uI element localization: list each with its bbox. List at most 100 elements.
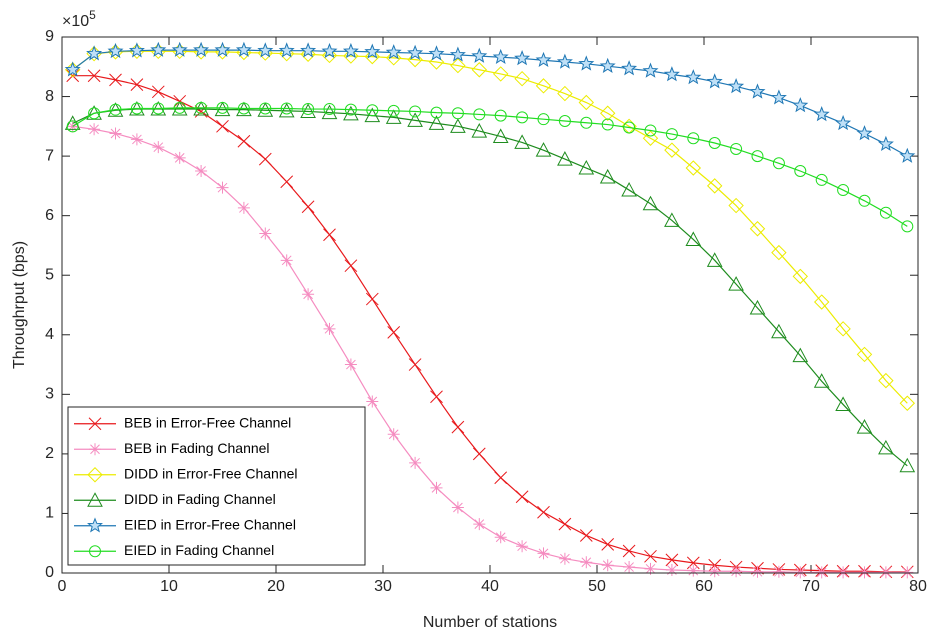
marker — [430, 106, 443, 119]
marker — [87, 492, 103, 507]
marker — [514, 134, 530, 149]
marker — [195, 101, 208, 114]
marker — [407, 44, 424, 60]
series — [66, 101, 914, 233]
marker — [88, 417, 102, 431]
legend-label: EIED in Error-Free Channel — [124, 516, 296, 532]
legend-label: BEB in Fading Channel — [124, 440, 270, 456]
marker — [278, 45, 295, 62]
marker — [366, 395, 379, 408]
y-tick-label: 0 — [45, 564, 54, 581]
marker — [216, 101, 229, 114]
marker — [580, 556, 593, 569]
marker — [451, 420, 465, 434]
marker — [323, 103, 336, 116]
marker — [578, 94, 595, 111]
marker — [558, 517, 572, 531]
marker — [173, 101, 186, 114]
y-tick-label: 1 — [45, 505, 54, 522]
marker — [837, 184, 850, 197]
marker — [751, 565, 764, 578]
marker — [366, 104, 379, 117]
marker — [665, 564, 678, 577]
marker — [151, 85, 165, 99]
marker — [601, 538, 615, 551]
marker — [130, 78, 144, 91]
marker — [772, 565, 785, 578]
marker — [473, 108, 486, 121]
marker — [257, 42, 274, 58]
marker — [599, 105, 616, 121]
marker — [664, 212, 680, 227]
marker — [601, 559, 614, 572]
marker — [901, 220, 914, 233]
marker — [877, 135, 894, 151]
marker — [815, 566, 828, 579]
marker — [89, 443, 101, 456]
marker — [321, 42, 338, 59]
marker — [451, 107, 464, 120]
marker — [409, 105, 422, 118]
marker — [749, 83, 766, 99]
marker — [837, 566, 850, 579]
marker — [899, 457, 916, 473]
marker — [879, 566, 892, 579]
marker — [66, 69, 80, 83]
marker — [557, 151, 573, 166]
marker — [258, 152, 272, 166]
marker — [813, 106, 830, 122]
marker — [770, 89, 787, 105]
marker — [300, 103, 316, 118]
marker — [343, 48, 359, 64]
marker — [494, 109, 507, 122]
marker — [835, 321, 851, 337]
axes-box — [61, 36, 919, 574]
marker — [195, 165, 208, 177]
marker — [87, 517, 103, 533]
marker — [88, 123, 101, 136]
marker — [302, 103, 315, 116]
marker — [88, 107, 101, 120]
marker — [235, 41, 252, 57]
marker — [323, 228, 336, 242]
y-axis-label: Throughrput (bps) — [11, 241, 28, 369]
marker — [364, 43, 381, 59]
marker — [323, 322, 336, 335]
marker — [64, 115, 81, 130]
marker — [685, 231, 702, 246]
marker — [428, 115, 445, 130]
marker — [492, 66, 509, 82]
marker — [193, 41, 210, 57]
marker — [237, 201, 250, 214]
marker — [708, 565, 721, 578]
x-tick-label: 20 — [267, 578, 285, 595]
marker — [449, 46, 466, 62]
marker — [901, 566, 914, 579]
marker — [152, 141, 165, 154]
marker — [858, 194, 871, 207]
marker — [451, 501, 464, 514]
marker — [130, 102, 143, 115]
marker — [772, 157, 785, 170]
marker — [171, 41, 188, 57]
marker — [387, 104, 400, 117]
marker — [344, 259, 358, 273]
marker — [150, 41, 167, 57]
marker — [107, 42, 124, 59]
x-tick-label: 60 — [695, 578, 713, 595]
marker — [878, 439, 894, 455]
marker — [407, 51, 423, 68]
legend-label: EIED in Fading Channel — [124, 542, 274, 558]
marker — [280, 102, 293, 115]
marker — [280, 175, 294, 189]
marker — [878, 372, 894, 389]
marker — [300, 46, 316, 62]
series-line — [72, 50, 908, 404]
marker — [899, 395, 916, 411]
y-multiplier-exponent: 5 — [89, 8, 96, 22]
y-tick-label: 7 — [45, 147, 54, 164]
y-tick-label: 2 — [45, 445, 54, 462]
marker — [86, 45, 103, 61]
marker — [794, 165, 807, 177]
y-multiplier-base: ×10 — [62, 13, 89, 30]
